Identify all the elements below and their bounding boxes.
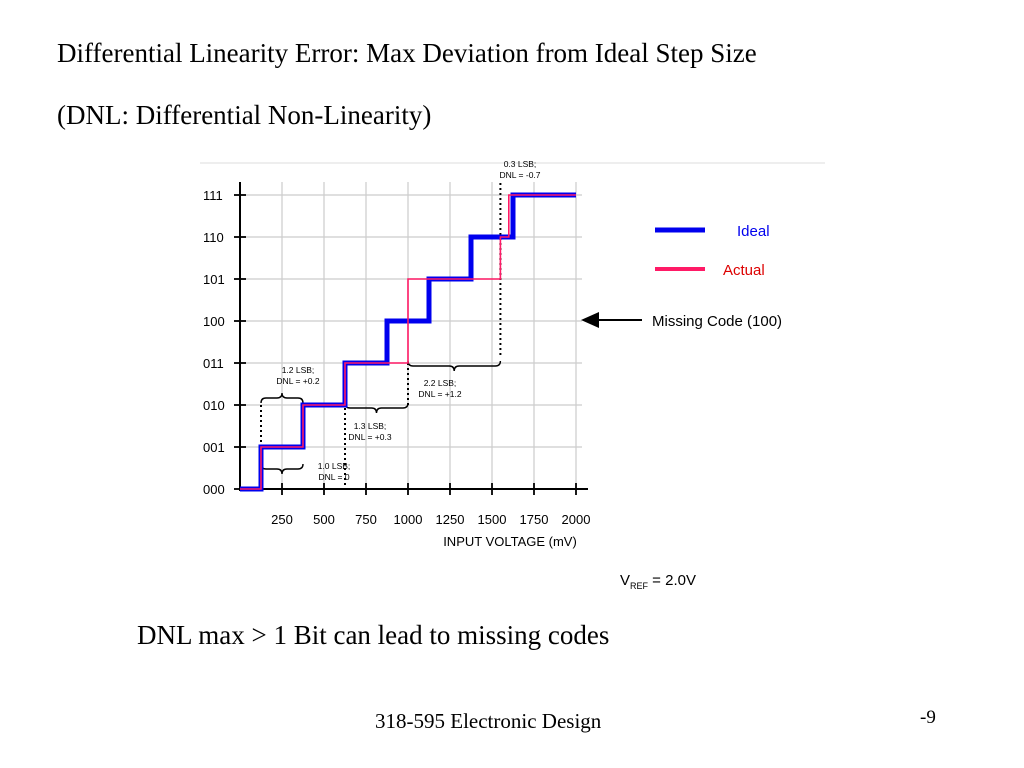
chart-svg: 000 001 010 011 100 101 110 111 250 500 750 1000 125… <box>200 159 825 591</box>
x-tick-label: 750 <box>355 512 377 527</box>
x-axis-label: INPUT VOLTAGE (mV) <box>443 534 577 549</box>
annotation-label-line1: 1.0 LSB; <box>318 461 351 471</box>
x-tick-label: 1250 <box>436 512 465 527</box>
annotation-label-line1: 1.2 LSB; <box>282 365 315 375</box>
missing-code-arrow-head <box>581 312 599 328</box>
x-tick-label: 2000 <box>562 512 591 527</box>
y-tick-label: 101 <box>203 272 225 287</box>
annotation-label-line2: DNL = -0.7 <box>499 170 540 180</box>
annotation-label-line1: 1.3 LSB; <box>354 421 387 431</box>
y-tick-label: 000 <box>203 482 225 497</box>
annotation-label-line1: 2.2 LSB; <box>424 378 457 388</box>
y-tick-label: 111 <box>203 188 223 203</box>
annotation-label-line1: 0.3 LSB; <box>504 160 537 169</box>
footer-course-name: 318-595 Electronic Design <box>375 709 602 733</box>
y-tick-label: 001 <box>203 440 225 455</box>
vref-label: VREF = 2.0V <box>620 572 696 591</box>
missing-code-label: Missing Code (100) <box>652 313 782 330</box>
x-tick-label: 1500 <box>478 512 507 527</box>
dnl-chart: 000 001 010 011 100 101 110 111 250 500 750 1000 125… <box>200 159 830 605</box>
legend-ideal-label: Ideal <box>737 223 770 240</box>
slide-caption: DNL max > 1 Bit can lead to missing code… <box>137 620 610 650</box>
y-tick-label: 010 <box>203 398 225 413</box>
annotation-label-line2: DNL = +0.2 <box>276 376 319 386</box>
slide-title: Differential Linearity Error: Max Deviat… <box>57 38 757 68</box>
x-tick-label: 1000 <box>394 512 423 527</box>
actual-series-line <box>240 194 576 490</box>
page-number: -9 <box>920 707 936 728</box>
y-tick-label: 011 <box>203 356 224 371</box>
x-tick-label: 1750 <box>520 512 549 527</box>
annotation-label-line2: DNL = 0 <box>318 472 349 482</box>
y-tick-label: 100 <box>203 314 225 329</box>
legend-actual-label: Actual <box>723 262 765 279</box>
annotation-label-line2: DNL = +0.3 <box>348 432 391 442</box>
dnl-brace <box>344 402 409 414</box>
x-tick-label: 250 <box>271 512 293 527</box>
y-tick-label: 110 <box>203 230 224 245</box>
x-tick-label: 500 <box>313 512 335 527</box>
dnl-brace <box>407 360 502 372</box>
annotation-label-line2: DNL = +1.2 <box>418 389 461 399</box>
slide-subtitle: (DNL: Differential Non-Linearity) <box>57 100 432 130</box>
dnl-brace <box>260 392 304 404</box>
dnl-brace <box>260 463 304 475</box>
